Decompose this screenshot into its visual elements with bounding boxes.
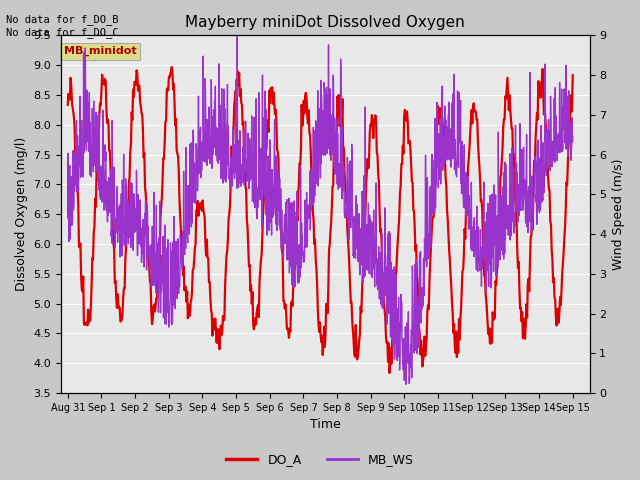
X-axis label: Time: Time [310,419,340,432]
Y-axis label: Dissolved Oxygen (mg/l): Dissolved Oxygen (mg/l) [15,137,28,291]
Legend: DO_A, MB_WS: DO_A, MB_WS [221,448,419,471]
Title: Mayberry miniDot Dissolved Oxygen: Mayberry miniDot Dissolved Oxygen [186,15,465,30]
Text: MB_minidot: MB_minidot [63,46,136,56]
Text: No data for f_DO_B
No data for f_DO_C: No data for f_DO_B No data for f_DO_C [6,14,119,38]
Y-axis label: Wind Speed (m/s): Wind Speed (m/s) [612,158,625,270]
